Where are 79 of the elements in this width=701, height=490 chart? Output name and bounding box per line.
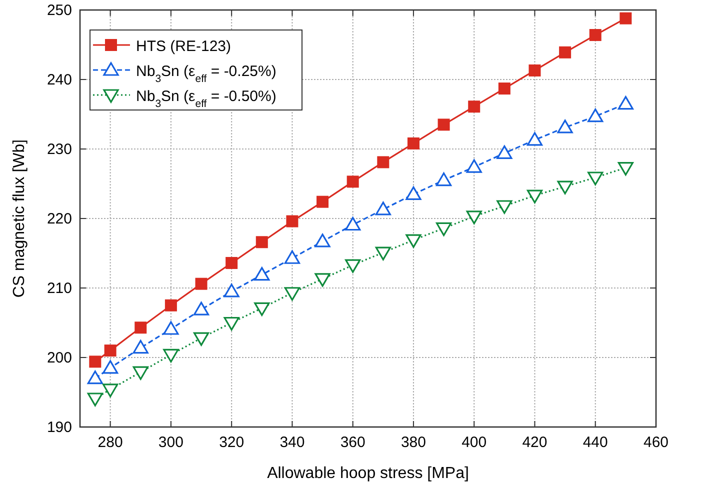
x-tick-label: 380: [400, 434, 426, 451]
x-tick-label: 360: [340, 434, 366, 451]
y-tick-label: 210: [46, 280, 72, 297]
point: [496, 145, 512, 159]
point: [436, 222, 452, 236]
y-tick-label: 200: [46, 350, 72, 366]
point: [286, 215, 298, 228]
point: [314, 234, 330, 248]
y-tick-label: 250: [46, 2, 72, 19]
point: [193, 332, 210, 346]
point: [314, 273, 330, 287]
point: [588, 108, 604, 122]
point: [528, 64, 541, 76]
x-tick-label: 340: [280, 434, 305, 451]
x-tick-label: 460: [643, 434, 669, 451]
point: [377, 156, 390, 168]
y-tick-label: 190: [46, 419, 72, 436]
legend-label: Nb$_{3}$Sn (ε$_{eff}$ = -0.25%): [136, 63, 276, 85]
point: [87, 392, 103, 406]
x-tick-label: 280: [98, 434, 123, 451]
point: [375, 246, 391, 260]
point: [254, 302, 270, 316]
point: [346, 176, 359, 188]
point: [134, 322, 147, 334]
point: [163, 348, 179, 363]
point: [345, 259, 361, 273]
point: [164, 299, 177, 312]
point: [406, 234, 422, 248]
point: [284, 250, 300, 264]
point: [436, 172, 452, 186]
point: [87, 370, 103, 384]
point: [438, 118, 450, 131]
y-tick-label: 230: [46, 141, 72, 158]
x-tick-label: 300: [158, 434, 184, 451]
point: [193, 302, 210, 316]
point: [526, 190, 543, 204]
x-axis-title: Allowable hoop stress [MPa]: [267, 465, 469, 482]
point: [163, 321, 179, 335]
point: [618, 162, 634, 176]
point: [224, 284, 240, 298]
point: [557, 180, 573, 194]
y-axis-title: CS magnetic flux [Wb]: [11, 139, 28, 298]
point: [224, 316, 240, 331]
point: [316, 196, 329, 208]
point: [406, 186, 422, 200]
y-tick-label: 240: [46, 72, 72, 88]
y-tick-label: 220: [46, 210, 72, 228]
point: [375, 202, 391, 216]
point: [256, 236, 268, 248]
point: [588, 172, 604, 186]
point: [498, 82, 510, 95]
x-tick-label: 320: [219, 434, 244, 451]
legend-label: Nb$_{3}$Sn (ε$_{eff}$ = -0.50%): [136, 88, 276, 110]
point: [226, 256, 238, 269]
point: [466, 210, 482, 224]
x-tick-label: 420: [522, 434, 548, 451]
point: [589, 29, 602, 42]
point: [466, 159, 482, 173]
point: [104, 344, 116, 357]
point: [102, 360, 118, 374]
point: [407, 137, 420, 150]
point: [559, 46, 572, 58]
x-tick-label: 400: [462, 434, 487, 451]
point: [557, 120, 573, 134]
point: [496, 200, 512, 214]
x-tick-label: 440: [582, 434, 608, 451]
legend-label: HTS (RE-123): [136, 38, 232, 55]
point: [284, 287, 300, 301]
point: [195, 278, 208, 290]
point: [102, 384, 118, 398]
point: [526, 132, 543, 146]
point: [468, 100, 480, 113]
point: [89, 356, 102, 368]
point: [132, 340, 148, 354]
point: [618, 96, 634, 110]
point: [132, 366, 148, 380]
point: [620, 12, 632, 24]
point: [345, 216, 361, 231]
point: [254, 266, 270, 281]
